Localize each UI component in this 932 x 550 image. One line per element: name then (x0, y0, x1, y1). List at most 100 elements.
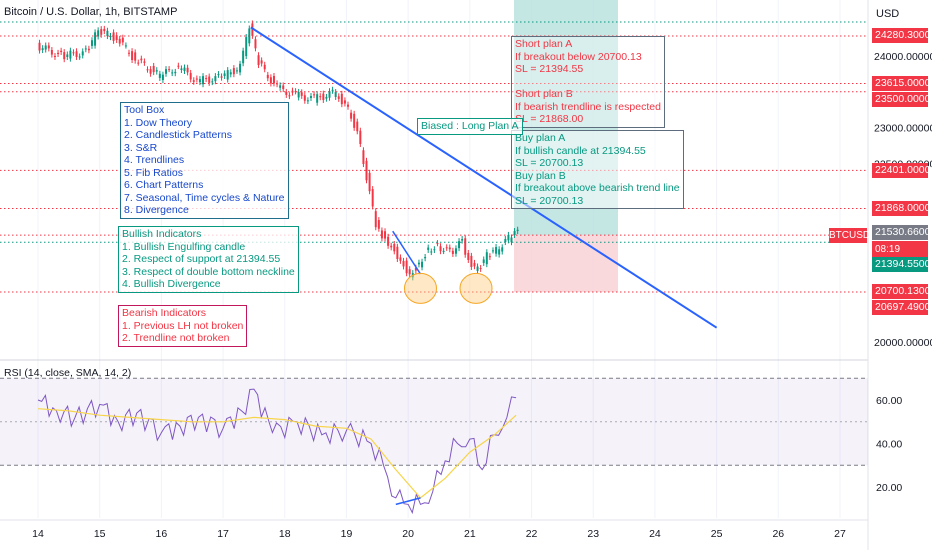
candle-body (313, 94, 316, 96)
candle-body (115, 35, 118, 40)
note-toolbox-line: Tool Box (124, 104, 165, 116)
candle-body (424, 256, 427, 259)
candle-body (158, 73, 161, 78)
candle-body (300, 92, 303, 96)
candle-body (306, 100, 309, 102)
candle-body (257, 55, 260, 66)
candle-body (368, 172, 371, 192)
candle-body (309, 96, 312, 98)
candle-body (171, 72, 174, 74)
candle-body (260, 60, 263, 64)
short-plans-note[interactable]: Short plan A If breakout below 20700.13 SL… (511, 36, 665, 128)
bearish-indicators-note[interactable]: Bearish Indicators 1. Previous LH not bro… (118, 305, 248, 347)
candle-body (414, 267, 417, 271)
candle-body (516, 229, 519, 231)
candle-body (180, 68, 183, 70)
note-buy-line: SL = 20700.13 (515, 194, 584, 207)
note-toolbox-line: 2. Candlestick Patterns (124, 129, 232, 141)
buy-plans-note[interactable]: Buy plan A If bullish candle at 21394.55 S… (511, 130, 684, 209)
candle-body (60, 50, 63, 53)
candle-body (168, 69, 171, 71)
candle-body (451, 250, 454, 254)
candle-body (359, 130, 362, 145)
candle-body (325, 96, 328, 99)
rsi-y-tick-2: 20.00 (876, 482, 902, 494)
price-label-0: 24280.30000 (872, 28, 932, 44)
bullish-indicators-note[interactable]: Bullish Indicators 1. Bullish Engulfing c… (118, 226, 299, 293)
candle-body (461, 239, 464, 241)
candle-body (458, 241, 461, 249)
rsi-label: RSI (14, close, SMA, 14, 2) (4, 367, 132, 379)
note-short-line: If breakout below 20700.13 (515, 50, 642, 63)
candle-body (473, 262, 476, 267)
y-tick-1: 23000.00000 (874, 123, 932, 135)
candle-body (384, 231, 387, 239)
candle-body (501, 247, 504, 252)
currency-label: USD (876, 8, 900, 20)
price-series (38, 20, 519, 281)
candle-body (97, 30, 100, 37)
note-toolbox-line: 7. Seasonal, Time cycles & Nature (124, 191, 285, 204)
candle-body (121, 37, 124, 43)
candle-body (149, 69, 152, 74)
note-bull-line: 4. Bullish Divergence (122, 278, 221, 290)
candle-body (109, 35, 112, 38)
candle-body (155, 70, 158, 72)
note-bull-line: 2. Respect of support at 21394.55 (122, 253, 281, 265)
candle-body (331, 89, 334, 91)
candle-body (137, 62, 140, 64)
candle-body (198, 79, 201, 83)
candle-body (347, 104, 350, 107)
note-short-line (515, 76, 661, 89)
candle-body (353, 113, 356, 128)
price-label-5: 21530.66000 (872, 225, 932, 241)
candle-body (269, 77, 272, 84)
candle-body (343, 100, 346, 104)
candle-body (112, 32, 115, 41)
bottom-circle-2 (459, 272, 493, 304)
candle-body (380, 230, 383, 239)
candle-body (476, 266, 479, 271)
note-short-line: SL = 21868.00 (515, 113, 584, 125)
candle-body (356, 121, 359, 132)
candle-body (239, 63, 242, 73)
axes: 14 15 16 17 18 19 20 21 22 23 24 25 26 27 24000.00000 2… (32, 51, 932, 540)
x-tick-24: 24 (649, 528, 661, 540)
candle-body (229, 72, 232, 75)
note-buy-line: Buy plan A (515, 132, 566, 144)
price-label-8: 20700.13000 (872, 284, 932, 300)
candle-body (72, 52, 75, 54)
candle-body (90, 40, 93, 46)
candle-body (272, 76, 275, 84)
countdown-label: 08:19 (872, 243, 928, 258)
candle-body (442, 250, 445, 252)
note-bull-line: 3. Respect of double bottom neckline (122, 265, 295, 278)
note-bear-line: Bearish Indicators (122, 307, 207, 319)
x-tick-14: 14 (32, 528, 44, 540)
candle-body (322, 93, 325, 100)
grid (0, 0, 869, 550)
bottom-circle-1 (403, 272, 437, 304)
candle-body (427, 247, 430, 250)
candle-body (177, 65, 180, 67)
rsi-sma-line (37, 408, 517, 499)
candle-body (303, 95, 306, 101)
candle-body (436, 243, 439, 245)
trendline-group[interactable] (250, 26, 718, 329)
tool-box-note[interactable]: Tool Box 1. Dow Theory 2. Candlestick Patt… (120, 102, 289, 219)
candle-body (84, 48, 87, 50)
candle-body (334, 92, 337, 97)
bias-note[interactable]: Biased : Long Plan A (417, 118, 523, 135)
candle-body (377, 220, 380, 229)
candle-body (131, 51, 134, 60)
candle-body (63, 52, 66, 60)
candle-body (430, 251, 433, 253)
note-buy-line: Buy plan B (515, 169, 566, 182)
candle-body (482, 259, 485, 263)
candle-body (223, 73, 226, 76)
price-label-3: 22401.00000 (872, 162, 932, 178)
rsi-y-tick-0: 60.00 (876, 395, 902, 407)
candle-body (495, 247, 498, 254)
candle-body (41, 48, 44, 51)
